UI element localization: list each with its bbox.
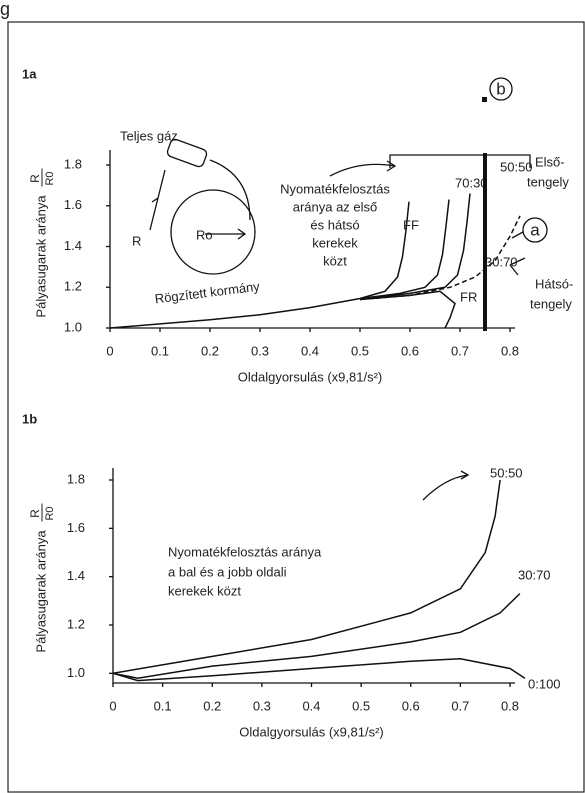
x-tick-label: 0.8 [501,343,519,358]
series-line [112,479,501,675]
x-tick-label: 0.7 [451,698,469,713]
y-tick-label: 1.2 [64,279,82,294]
panel-label: 1b [22,411,37,426]
x-tick-label: 0.3 [253,698,271,713]
marker-circle [489,77,513,101]
annotation: R [132,233,141,248]
series-label: FR [460,289,477,304]
series-line [112,593,521,679]
x-tick-label: 0.1 [151,343,169,358]
series-line [109,201,410,329]
annotation: Hátsó- [535,276,573,291]
y-tick-label: 1.2 [67,616,85,631]
pointer [509,257,526,276]
y-axis-label-denominator: R0 [44,506,56,520]
y-tick-label: 1.6 [67,520,85,535]
x-tick-label: 0 [109,698,116,713]
pointer [511,231,524,239]
y-tick-label: 1.0 [64,319,82,334]
x-tick-label: 0.5 [351,343,369,358]
series-label: 0:100 [528,676,561,691]
y-tick-label: 1.6 [64,197,82,212]
series-label: 70:30 [455,175,488,190]
x-tick-label: 0 [106,343,113,358]
series-label: 50:50 [500,159,533,174]
y-axis-label: Pályasugarak aránya R R0 [28,503,56,653]
car-sketch [149,138,256,275]
series-label: FF [403,217,419,232]
annotation: kerekek közt [168,583,241,598]
arrow [422,470,470,501]
y-tick-label: 1.4 [67,568,85,583]
marker-dot [482,97,487,102]
series-line [359,290,456,329]
y-tick-label: 1.8 [64,156,82,171]
annotation: közt [323,253,347,268]
y-axis-label-numerator: R [28,174,42,183]
arrow [329,160,397,177]
annotation: Első- [535,154,565,169]
series-label: 50:50 [490,465,523,480]
circle [522,217,548,243]
x-tick-label: 0.7 [451,343,469,358]
x-tick-label: 0.6 [401,343,419,358]
y-axis-label-numerator: R [28,509,42,518]
annotation: a [530,220,540,239]
annotation: Nyomatékfelosztás [280,181,390,196]
annotation: aránya az első [293,199,378,214]
x-axis-label: Oldalgyorsulás (x9,81/s²) [238,369,383,384]
annotation: kerekek [312,235,358,250]
x-tick-label: 0.1 [154,698,172,713]
series-label: 30:70 [518,567,551,582]
marker-label: b [496,79,505,98]
x-tick-label: 0.8 [501,698,519,713]
frame [7,21,585,793]
bracket [389,154,531,168]
annotation: tengely [527,174,569,189]
y-tick-label: 1.8 [67,471,85,486]
page-label: g [0,0,10,19]
annotation: Rögzített kormány [154,279,261,307]
x-tick-label: 0.6 [402,698,420,713]
series-line [112,658,526,682]
annotation: Nyomatékfelosztás aránya [168,544,322,559]
annotation: a bal és a jobb oldali [168,564,287,579]
annotation: és hátsó [310,217,359,232]
x-tick-label: 0.5 [352,698,370,713]
x-tick-label: 0.3 [251,343,269,358]
x-tick-label: 0.2 [201,343,219,358]
y-axis-label-denominator: R0 [44,171,56,185]
x-axis-label: Oldalgyorsulás (x9,81/s²) [239,724,384,739]
series-line [359,193,471,301]
y-axis-label: Pályasugarak aránya R R0 [28,168,56,318]
annotation: Teljes gáz [120,128,178,143]
panel-label: 1a [22,66,37,81]
annotation: Ro [196,227,213,242]
series-line [359,199,450,300]
x-tick-label: 0.2 [203,698,221,713]
series-label: 30:70 [485,254,518,269]
x-tick-label: 0.4 [301,343,319,358]
y-axis-label-text: Pályasugarak aránya [33,530,48,653]
y-tick-label: 1.4 [64,238,82,253]
x-tick-label: 0.4 [302,698,320,713]
y-axis-label-text: Pályasugarak aránya [33,195,48,318]
y-tick-label: 1.0 [67,665,85,680]
annotation: tengely [530,296,572,311]
